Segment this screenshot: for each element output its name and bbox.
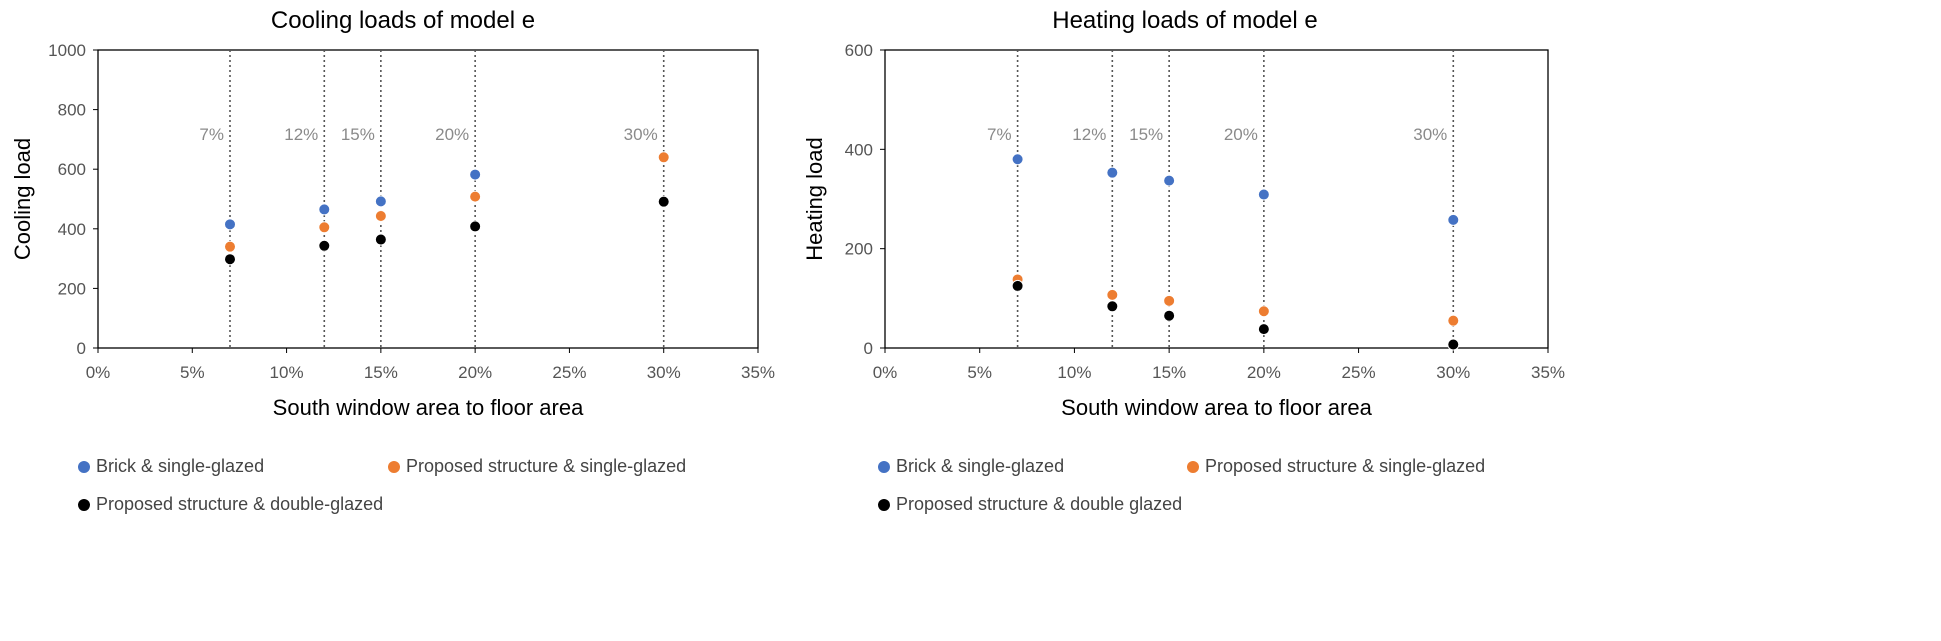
legend-item: Brick & single-glazed [878,456,1064,477]
x-tick-label: 5% [967,363,992,382]
x-axis-label: South window area to floor area [273,395,584,420]
legend-item: Proposed structure & double-glazed [78,494,383,515]
legend-marker [78,461,90,473]
chart-title: Cooling loads of model e [271,7,535,34]
reference-line-label: 20% [435,125,469,144]
reference-line-label: 15% [1129,125,1163,144]
data-point-series-1 [374,209,387,222]
reference-line-label: 30% [624,125,658,144]
y-tick-label: 1000 [48,41,86,60]
x-tick-label: 15% [1152,363,1186,382]
reference-line-label: 12% [1072,125,1106,144]
plot-frame [884,49,1549,349]
data-point-series-2 [1011,279,1024,292]
data-point-series-1 [1106,288,1119,301]
y-tick-label: 200 [845,240,873,259]
legend-marker [78,499,90,511]
data-point-series-0 [374,195,387,208]
data-point-series-2 [374,233,387,246]
y-tick-label: 400 [845,140,873,159]
data-point-series-2 [1447,338,1460,351]
reference-line-label: 30% [1413,125,1447,144]
x-tick-label: 20% [1247,363,1281,382]
data-point-series-0 [318,203,331,216]
y-tick-label: 0 [864,339,873,358]
data-point-series-0 [1447,213,1460,226]
legend-label: Proposed structure & double-glazed [96,494,384,514]
legend-label: Brick & single-glazed [96,456,265,476]
reference-line-label: 12% [284,125,318,144]
data-point-series-1 [318,221,331,234]
y-tick-label: 400 [58,220,86,239]
legend-label: Proposed structure & double glazed [896,494,1183,514]
data-point-series-0 [1257,188,1270,201]
x-tick-label: 25% [552,363,586,382]
x-tick-label: 35% [1531,363,1565,382]
data-point-series-0 [1163,174,1176,187]
data-point-series-0 [1011,153,1024,166]
y-tick-label: 600 [58,160,86,179]
x-tick-label: 5% [180,363,205,382]
data-point-series-2 [469,220,482,233]
legend-label: Proposed structure & single-glazed [406,456,687,476]
x-tick-label: 35% [741,363,775,382]
x-tick-label: 10% [1057,363,1091,382]
y-axis-label: Heating load [802,137,827,261]
chart-0: Cooling loads of model e 0 200 400 600 800 100… [10,7,775,420]
y-tick-label: 600 [845,41,873,60]
data-point-series-0 [469,168,482,181]
y-tick-label: 800 [58,101,86,120]
legend-item: Proposed structure & single-glazed [388,456,686,477]
x-tick-label: 30% [1436,363,1470,382]
reference-line-label: 20% [1224,125,1258,144]
x-tick-label: 10% [270,363,304,382]
chart-1: Heating loads of model e 0 200 400 600 0% 5% 10… [802,7,1565,420]
data-point-series-1 [1447,314,1460,327]
plot-frame [97,49,759,349]
legend-item: Brick & single-glazed [78,456,264,477]
data-point-series-2 [657,195,670,208]
legend-marker [1187,461,1199,473]
data-point-series-1 [469,190,482,203]
legend-label: Brick & single-glazed [896,456,1065,476]
legend-item: Proposed structure & double glazed [878,494,1182,515]
y-axis-label: Cooling load [10,138,35,260]
x-axis-label: South window area to floor area [1061,395,1372,420]
x-tick-label: 0% [86,363,111,382]
reference-line-label: 15% [341,125,375,144]
chart-title: Heating loads of model e [1052,7,1318,34]
reference-line-label: 7% [199,125,224,144]
legend-marker [878,499,890,511]
y-tick-label: 0 [77,339,86,358]
data-point-series-1 [1257,305,1270,318]
data-point-series-2 [318,239,331,252]
data-point-series-2 [1106,300,1119,313]
data-point-series-0 [224,218,236,231]
legend-marker [388,461,400,473]
legend-label: Proposed structure & single-glazed [1205,456,1486,476]
data-point-series-2 [224,253,236,266]
x-tick-label: 25% [1342,363,1376,382]
data-point-series-1 [657,151,670,164]
data-point-series-1 [1163,294,1176,307]
x-tick-label: 30% [647,363,681,382]
data-point-series-2 [1163,309,1176,322]
x-tick-label: 0% [873,363,898,382]
y-tick-label: 200 [58,279,86,298]
legend-marker [878,461,890,473]
data-point-series-0 [1106,166,1119,179]
x-tick-label: 15% [364,363,398,382]
reference-line-label: 7% [987,125,1012,144]
data-point-series-2 [1257,323,1270,336]
x-tick-label: 20% [458,363,492,382]
legend-item: Proposed structure & single-glazed [1187,456,1485,477]
data-point-series-1 [224,240,236,253]
